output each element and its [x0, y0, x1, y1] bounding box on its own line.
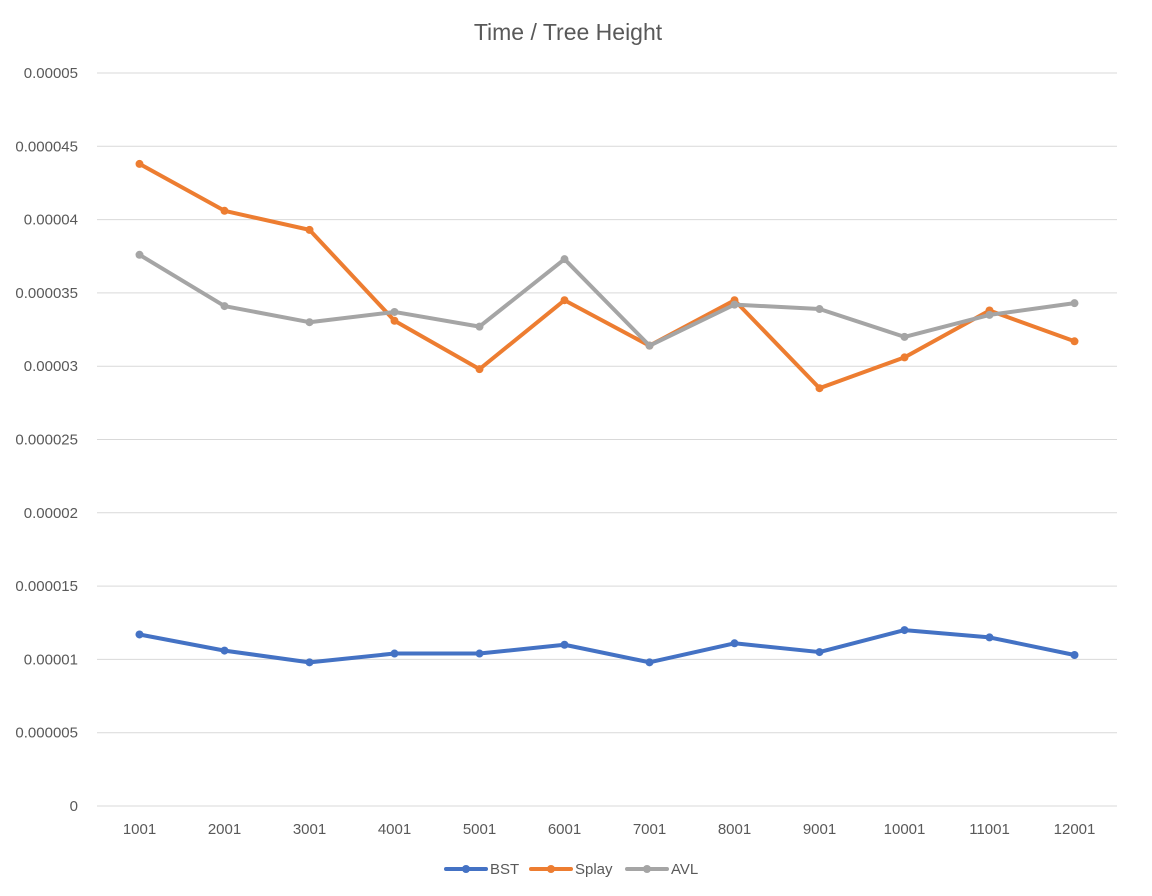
data-point-avl	[1070, 299, 1079, 308]
data-point-bst	[135, 630, 144, 639]
data-point-bst	[900, 626, 909, 635]
x-tick-label: 7001	[633, 821, 666, 838]
data-point-bst	[985, 633, 994, 642]
legend-label: AVL	[671, 861, 698, 878]
series-lines	[135, 159, 1079, 667]
x-tick-label: 8001	[718, 821, 751, 838]
data-point-splay	[560, 296, 569, 305]
x-tick-label: 4001	[378, 821, 411, 838]
data-point-splay	[220, 206, 229, 215]
y-tick-label: 0.00004	[24, 212, 78, 229]
chart-title: Time / Tree Height	[474, 19, 663, 45]
data-point-avl	[390, 307, 399, 316]
x-tick-label: 12001	[1054, 821, 1096, 838]
legend-swatch-marker	[547, 865, 555, 873]
x-tick-label: 2001	[208, 821, 241, 838]
legend-swatch-marker	[643, 865, 651, 873]
y-axis-tick-labels: 0 0.000005 0.00001 0.000015 0.00002 0.000025 0…	[15, 65, 78, 815]
data-point-bst	[220, 646, 229, 655]
y-tick-label: 0.000045	[15, 138, 78, 155]
legend-label: Splay	[575, 861, 613, 878]
legend: BST Splay AVL	[444, 861, 698, 878]
legend-label: BST	[490, 861, 519, 878]
y-tick-label: 0.000035	[15, 285, 78, 302]
series-splay	[135, 159, 1079, 393]
data-point-avl	[730, 300, 739, 309]
x-tick-label: 1001	[123, 821, 156, 838]
data-point-avl	[985, 310, 994, 319]
x-tick-label: 10001	[884, 821, 926, 838]
y-tick-label: 0.000025	[15, 432, 78, 449]
data-point-splay	[815, 384, 824, 393]
data-point-avl	[305, 318, 314, 327]
data-point-splay	[135, 159, 144, 168]
legend-swatch-marker	[462, 865, 470, 873]
x-tick-label: 3001	[293, 821, 326, 838]
x-tick-label: 9001	[803, 821, 836, 838]
data-point-avl	[815, 305, 824, 314]
data-point-splay	[900, 353, 909, 362]
legend-item-bst: BST	[444, 861, 519, 878]
series-avl	[135, 250, 1079, 350]
y-tick-label: 0	[70, 798, 78, 815]
data-point-bst	[305, 658, 314, 667]
data-point-bst	[730, 639, 739, 648]
gridlines	[97, 72, 1117, 807]
legend-item-splay: Splay	[529, 861, 613, 878]
data-point-splay	[305, 225, 314, 234]
data-point-avl	[645, 341, 654, 350]
x-tick-label: 11001	[969, 821, 1010, 838]
y-tick-label: 0.000015	[15, 578, 78, 595]
y-tick-label: 0.00003	[24, 358, 78, 375]
data-point-splay	[390, 316, 399, 325]
data-point-avl	[475, 322, 484, 331]
data-point-bst	[560, 640, 569, 649]
x-tick-label: 5001	[463, 821, 496, 838]
data-point-avl	[220, 302, 229, 311]
series-line-splay	[137, 161, 1077, 391]
legend-item-avl: AVL	[625, 861, 698, 878]
data-point-bst	[475, 649, 484, 658]
data-point-splay	[1070, 337, 1079, 346]
data-point-avl	[135, 250, 144, 259]
data-point-avl	[900, 332, 909, 341]
y-tick-label: 0.00001	[24, 651, 78, 668]
series-line-avl	[137, 252, 1077, 348]
x-axis-tick-labels: 1001 2001 3001 4001 5001 6001 7001 8001 9001 1000…	[123, 821, 1096, 838]
series-line-bst	[137, 628, 1077, 665]
x-tick-label: 6001	[548, 821, 581, 838]
data-point-bst	[815, 648, 824, 657]
y-tick-label: 0.00005	[24, 65, 78, 82]
data-point-splay	[475, 365, 484, 374]
data-point-bst	[1070, 651, 1079, 660]
y-tick-label: 0.00002	[24, 505, 78, 522]
series-bst	[135, 626, 1079, 667]
data-point-avl	[560, 255, 569, 264]
y-tick-label: 0.000005	[15, 725, 78, 742]
data-point-bst	[645, 658, 654, 667]
data-point-bst	[390, 649, 399, 658]
